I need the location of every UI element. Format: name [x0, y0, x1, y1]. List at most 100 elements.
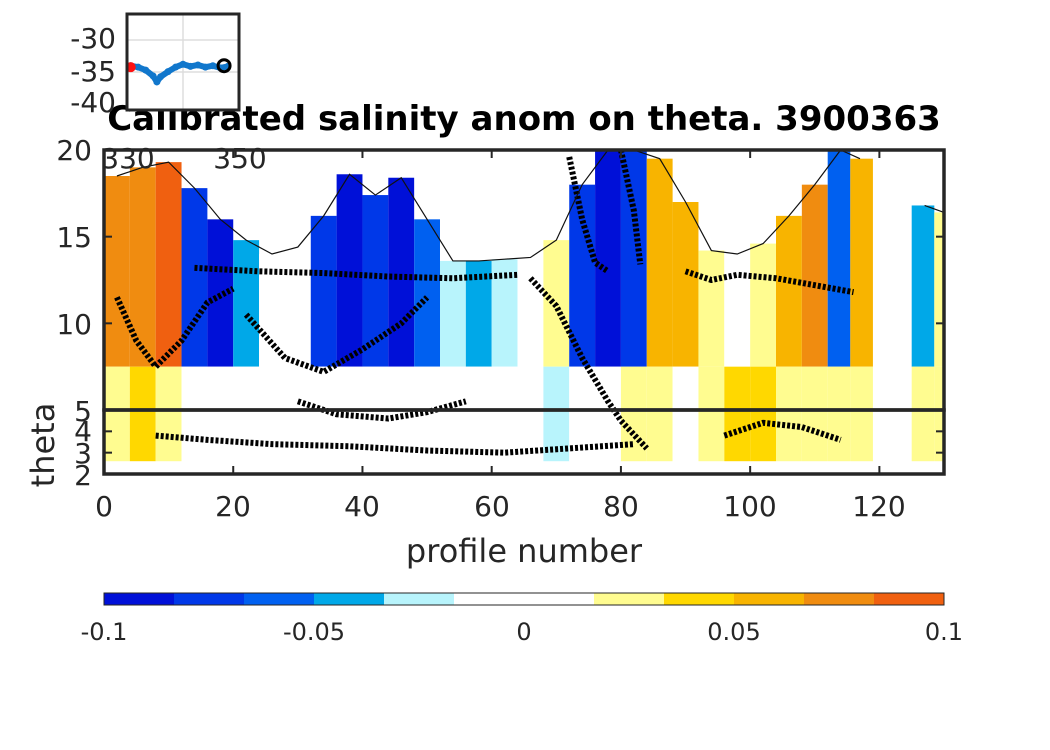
- colorbar-tick-label: -0.05: [283, 618, 345, 646]
- inset-xtick-label: 350: [213, 142, 266, 175]
- float-position-point: [186, 62, 194, 70]
- contour-fill-lower: [646, 366, 673, 462]
- contour-fill-upper: [284, 247, 311, 367]
- colorbar-segment: [454, 593, 525, 605]
- contour-fill-lower: [672, 366, 699, 462]
- zero-contour-line: [684, 268, 855, 296]
- contour-fill-lower: [827, 366, 851, 462]
- main-axes: 20 15 10 5 4 3 2 0 20 40 60 80 100 120 p…: [24, 134, 946, 570]
- contour-fill-lower: [724, 366, 751, 462]
- contour-fill-lower: [543, 366, 570, 462]
- zero-contour-line: [155, 432, 635, 456]
- ytick-label: 4: [74, 415, 92, 448]
- float-position-point: [164, 68, 172, 76]
- zero-contour-line: [617, 149, 644, 265]
- contour-fills: [104, 150, 944, 462]
- ytick-label: 3: [74, 437, 92, 470]
- colorbar-frame: [103, 592, 945, 606]
- contour-fill-lower: [698, 366, 725, 462]
- colorbar-segment: [804, 593, 875, 605]
- ytick-label: 20: [56, 134, 92, 167]
- y-axis-label: theta: [24, 403, 62, 488]
- inset-map: -30 -35 -40 330 350: [70, 12, 267, 175]
- zero-contour-line: [243, 295, 430, 375]
- float-position-point: [172, 63, 180, 71]
- colorbar-segment: [594, 593, 665, 605]
- contour-fill-lower: [776, 366, 802, 462]
- contour-fill-upper: [850, 158, 873, 367]
- contour-fill-upper: [388, 177, 415, 367]
- colorbar: -0.1 -0.05 0 0.05 0.1: [81, 592, 963, 646]
- contour-line: [116, 149, 861, 262]
- contour-fill-lower: [620, 366, 647, 462]
- colorbar-segment: [384, 593, 455, 605]
- colorbar-tick-label: 0: [516, 618, 531, 646]
- xtick-label: 0: [95, 490, 113, 523]
- contour-fill-lower: [129, 366, 156, 462]
- contour-fill-upper: [233, 240, 260, 367]
- colorbar-segment: [734, 593, 805, 605]
- contour-fill-upper: [517, 257, 544, 367]
- float-position-point: [194, 61, 202, 69]
- contour-fill-upper: [672, 202, 699, 367]
- colorbar-segment: [874, 593, 945, 605]
- ytick-label: 10: [56, 308, 92, 341]
- contour-fill-upper: [414, 219, 440, 367]
- colorbar-segment: [174, 593, 245, 605]
- xtick-label: 60: [474, 490, 510, 523]
- inset-ytick-label: -35: [70, 55, 116, 88]
- inset-map-border: [125, 12, 241, 112]
- contour-fill-lower: [155, 366, 182, 462]
- zero-contour-line: [114, 286, 235, 370]
- xtick-label: 80: [603, 490, 639, 523]
- inset-ytick-label: -40: [70, 86, 116, 119]
- contour-fill-upper: [724, 254, 751, 367]
- contour-fill-lower: [850, 366, 873, 462]
- contour-fill-upper: [310, 215, 337, 367]
- contour-fill-upper: [129, 167, 156, 367]
- x-axis-label: profile number: [406, 532, 643, 570]
- contour-fill-upper: [181, 188, 208, 367]
- contour-fill-lower: [440, 366, 466, 462]
- float-position-point: [142, 66, 150, 74]
- contour-fill-upper: [104, 176, 130, 367]
- float-track: [125, 58, 232, 86]
- float-position-point: [134, 63, 142, 71]
- inset-ytick-label: -30: [70, 22, 116, 55]
- contour-fill-lower: [233, 366, 260, 462]
- ytick-label: 2: [74, 459, 92, 492]
- contour-line: [924, 204, 945, 213]
- contour-fill-upper: [362, 195, 389, 367]
- colorbar-segments: [104, 593, 945, 605]
- lower-axes-box: [102, 408, 946, 476]
- ytick-label: 15: [56, 221, 92, 254]
- colorbar-segment: [104, 593, 175, 605]
- contour-fill-upper: [750, 243, 776, 367]
- inset-xtick-label: 330: [101, 142, 154, 175]
- xtick-label: 20: [215, 490, 251, 523]
- contour-fill-upper: [646, 158, 673, 367]
- colorbar-segment: [524, 593, 595, 605]
- contour-fill-upper: [336, 174, 363, 367]
- colorbar-tick-label: -0.1: [81, 618, 128, 646]
- contour-fill-upper: [698, 250, 725, 367]
- contour-fill-upper: [776, 215, 802, 367]
- float-position-point: [149, 72, 157, 80]
- contour-fill-lower: [104, 366, 130, 462]
- contour-fill-upper: [801, 184, 828, 367]
- contour-fill-upper: [934, 212, 944, 367]
- zero-contours: [114, 149, 855, 456]
- contour-fill-upper: [827, 150, 851, 367]
- zero-contour-line: [528, 276, 649, 451]
- float-position-point: [201, 63, 209, 71]
- contour-fill-lower: [750, 366, 776, 462]
- xtick-label: 120: [852, 490, 905, 523]
- contour-fill-lower: [934, 366, 944, 462]
- float-position-point: [157, 73, 165, 81]
- contour-fill-lower: [801, 366, 828, 462]
- float-position-point: [179, 60, 187, 68]
- contour-fill-lower: [491, 366, 518, 462]
- contour-fill-lower: [207, 366, 234, 462]
- xtick-label: 100: [723, 490, 776, 523]
